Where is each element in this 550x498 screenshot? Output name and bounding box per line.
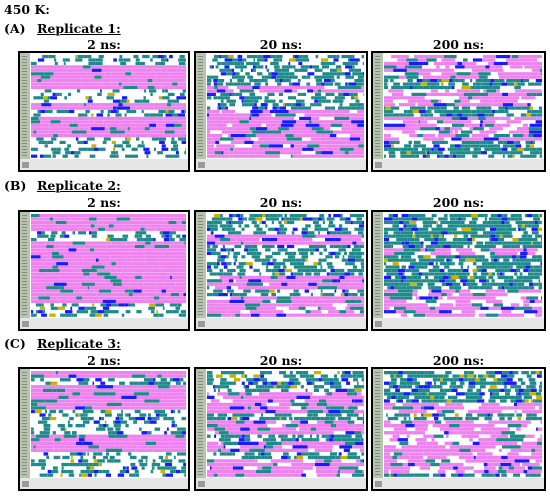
temperature-label: 450 K: — [4, 2, 50, 17]
panel-a3-title: 200 ns: — [432, 37, 485, 52]
row-c-letter: (C) — [4, 336, 26, 351]
row-a-replicate-label: Replicate 1: — [37, 21, 121, 36]
panel-c1-title: 2 ns: — [87, 353, 121, 368]
panel-c3-title: 200 ns: — [432, 353, 485, 368]
panel-b1-secondary-structure-map — [18, 210, 190, 331]
panel-b2-secondary-structure-map — [194, 210, 368, 331]
panel-c2-secondary-structure-map — [194, 367, 368, 491]
panel-a2-secondary-structure-map — [194, 51, 368, 172]
panel-c2-title: 20 ns: — [259, 353, 303, 368]
panel-a2-title: 20 ns: — [259, 37, 303, 52]
panel-b3-title: 200 ns: — [432, 195, 485, 210]
row-b-letter: (B) — [4, 178, 27, 193]
panel-c1-secondary-structure-map — [18, 367, 190, 491]
row-a-letter: (A) — [4, 21, 26, 36]
panel-b2-title: 20 ns: — [259, 195, 303, 210]
panel-a3-secondary-structure-map — [371, 51, 546, 172]
panel-a1-secondary-structure-map — [18, 51, 190, 172]
row-c-replicate-label: Replicate 3: — [37, 336, 121, 351]
panel-b1-title: 2 ns: — [87, 195, 121, 210]
panel-b3-secondary-structure-map — [371, 210, 546, 331]
panel-a1-title: 2 ns: — [87, 37, 121, 52]
panel-c3-secondary-structure-map — [371, 367, 546, 491]
row-b-replicate-label: Replicate 2: — [37, 178, 121, 193]
